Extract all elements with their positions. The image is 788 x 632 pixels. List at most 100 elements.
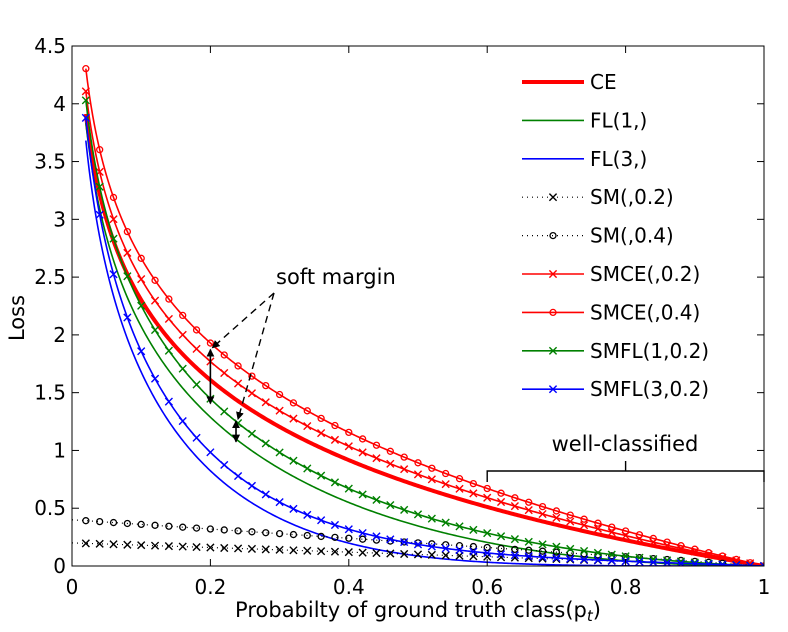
data-point xyxy=(344,525,353,534)
data-point xyxy=(179,523,187,531)
y-tick-label: 2 xyxy=(53,323,66,347)
data-point xyxy=(109,215,118,224)
soft-margin-leader xyxy=(236,292,275,421)
well-classified-label: well-classified xyxy=(552,432,699,456)
data-point xyxy=(607,550,616,559)
data-point xyxy=(262,529,270,537)
legend-label: CE xyxy=(590,70,617,94)
data-point xyxy=(511,494,519,502)
data-point xyxy=(455,522,464,531)
data-point xyxy=(704,549,713,557)
data-point xyxy=(164,314,173,324)
data-point xyxy=(150,325,160,335)
data-point xyxy=(358,548,367,557)
data-point xyxy=(233,471,243,481)
data-point xyxy=(289,414,298,423)
data-point xyxy=(538,502,547,511)
soft-margin-label: soft margin xyxy=(276,265,396,289)
data-point xyxy=(289,504,298,513)
data-point xyxy=(220,526,228,534)
data-point xyxy=(109,270,118,279)
data-point xyxy=(552,513,561,522)
data-point xyxy=(441,480,450,489)
data-point xyxy=(275,498,284,507)
data-point xyxy=(400,537,409,547)
data-point xyxy=(649,558,658,566)
data-point xyxy=(206,448,215,457)
data-point xyxy=(220,460,229,470)
data-point xyxy=(496,532,506,541)
data-point xyxy=(164,542,173,551)
data-point xyxy=(414,539,422,547)
data-point xyxy=(289,546,298,555)
y-tick-label: 1 xyxy=(53,438,66,462)
data-point xyxy=(524,552,533,561)
data-point xyxy=(427,475,436,484)
data-point xyxy=(317,532,325,541)
data-point xyxy=(483,548,492,558)
data-point xyxy=(691,545,699,553)
data-point xyxy=(137,275,146,284)
y-tick-label: 0 xyxy=(53,554,66,578)
data-point xyxy=(151,521,159,529)
data-point xyxy=(566,554,575,563)
data-point xyxy=(109,234,118,243)
data-point xyxy=(303,421,312,431)
data-point xyxy=(594,519,602,527)
data-point xyxy=(358,448,367,457)
series-line xyxy=(85,91,764,566)
data-point xyxy=(579,546,589,556)
data-point xyxy=(608,552,616,560)
data-point xyxy=(289,399,298,407)
data-point xyxy=(538,554,547,563)
data-point xyxy=(621,527,630,535)
series-line xyxy=(72,542,764,566)
data-point xyxy=(150,296,160,305)
data-point xyxy=(96,517,104,526)
data-point xyxy=(455,542,464,550)
data-point xyxy=(441,551,450,560)
x-tick-label: 0.2 xyxy=(194,575,226,599)
data-point xyxy=(548,385,558,394)
data-point xyxy=(178,416,187,426)
data-point xyxy=(317,471,326,480)
data-point xyxy=(358,535,367,543)
data-point xyxy=(178,542,187,551)
data-point xyxy=(192,380,201,389)
data-point xyxy=(649,534,657,543)
data-point xyxy=(206,525,215,533)
data-point xyxy=(220,368,229,378)
data-point xyxy=(192,326,201,334)
data-point xyxy=(289,530,298,539)
data-point xyxy=(759,561,764,566)
data-point xyxy=(165,522,173,530)
data-point xyxy=(483,543,491,552)
data-point xyxy=(233,379,243,388)
axes: 0 0.2 0.4 0.6 0.8 1 0 0.5 1 1.5 2 2.5 3 3.5 4 4.5 xyxy=(34,34,770,599)
data-point xyxy=(81,113,90,122)
data-point xyxy=(496,497,506,507)
x-tick-label: 0 xyxy=(66,575,79,599)
data-point xyxy=(262,381,270,390)
data-point xyxy=(497,489,505,497)
y-tick-label: 4.5 xyxy=(34,34,66,58)
data-point xyxy=(179,311,187,320)
data-point xyxy=(580,515,588,523)
legend-entry: SMCE(,0.2) xyxy=(522,262,700,286)
data-point xyxy=(441,544,450,553)
data-point xyxy=(123,248,132,257)
data-point xyxy=(413,470,423,479)
data-point xyxy=(718,560,727,566)
legend-label: SMFL(1,0.2) xyxy=(590,339,709,363)
data-point xyxy=(690,558,699,566)
data-point xyxy=(331,533,339,541)
data-point xyxy=(275,406,284,415)
data-point xyxy=(413,540,423,549)
data-point xyxy=(289,456,298,465)
data-point xyxy=(552,507,561,515)
data-point xyxy=(317,547,326,556)
data-point xyxy=(538,540,547,549)
data-point xyxy=(95,210,104,219)
data-point xyxy=(164,346,173,355)
